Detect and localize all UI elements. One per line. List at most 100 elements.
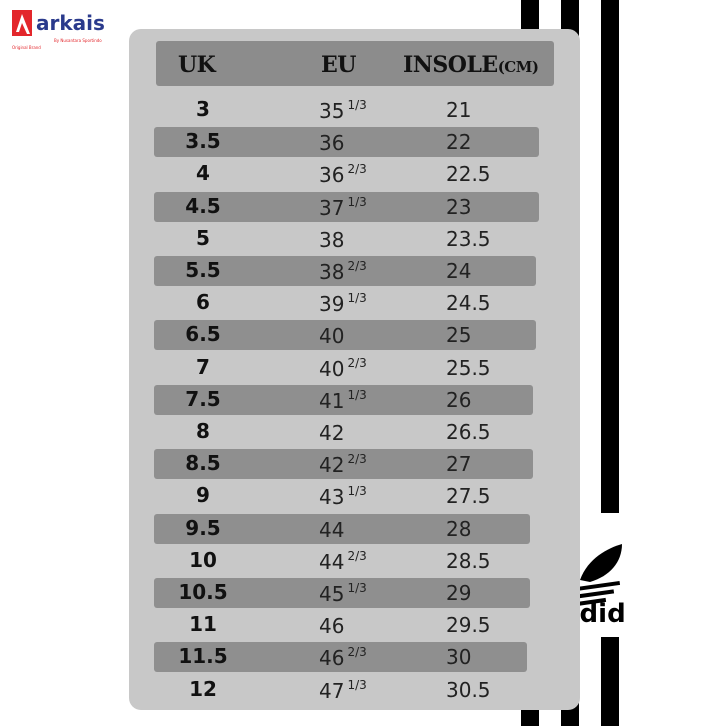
table-row: 4.5 37 1/3 23 — [154, 191, 539, 222]
uk-size: 8 — [196, 419, 210, 443]
size-chart-panel: UK EU INSOLE(CM) 3 35 1/3 21 3.5 36 22 4 36… — [129, 29, 580, 710]
uk-size: 5 — [196, 225, 210, 250]
stripe — [601, 0, 619, 513]
eu-size: 47 1/3 — [319, 677, 367, 703]
insole-length: 29.5 — [446, 613, 491, 638]
insole-length: 30.5 — [446, 677, 491, 702]
eu-fraction: 1/3 — [347, 484, 367, 499]
uk-size: 7.5 — [185, 386, 221, 411]
table-row: 4 36 2/3 22.5 — [154, 159, 539, 189]
eu-size: 40 — [319, 324, 345, 349]
eu-size: 43 1/3 — [319, 484, 367, 510]
uk-size: 6 — [196, 290, 210, 315]
insole-length: 23.5 — [446, 226, 491, 251]
uk-size: 3 — [196, 97, 210, 121]
eu-size: 44 — [319, 517, 345, 542]
insole-length: 24.5 — [446, 291, 491, 316]
insole-length: 25 — [446, 323, 472, 348]
uk-size: 11 — [189, 612, 217, 637]
insole-length: 26.5 — [446, 420, 491, 444]
eu-size: 42 — [319, 421, 345, 445]
eu-fraction: 1/3 — [347, 291, 367, 306]
trefoil-icon — [575, 544, 622, 607]
uk-size: 5.5 — [185, 258, 221, 282]
table-row: 6 39 1/3 24.5 — [154, 288, 536, 318]
uk-size: 11.5 — [178, 644, 228, 669]
uk-size: 4.5 — [185, 193, 221, 218]
uk-size: 8.5 — [185, 451, 221, 476]
insole-length: 25.5 — [446, 355, 491, 380]
eu-fraction: 2/3 — [347, 548, 367, 563]
eu-fraction: 2/3 — [347, 645, 367, 660]
insole-length: 23 — [446, 194, 472, 219]
insole-length: 26 — [446, 387, 472, 412]
eu-size: 42 2/3 — [319, 452, 367, 478]
eu-fraction: 1/3 — [347, 98, 367, 112]
uk-size: 9 — [196, 483, 210, 508]
insole-length: 28 — [446, 516, 472, 541]
eu-size: 35 1/3 — [319, 98, 367, 123]
uk-size: 6.5 — [185, 322, 221, 347]
header-eu: EU — [321, 52, 356, 78]
insole-length: 22.5 — [446, 162, 491, 187]
stripe — [601, 637, 619, 726]
insole-length: 27 — [446, 452, 472, 477]
eu-fraction: 1/3 — [347, 387, 367, 402]
insole-length: 30 — [446, 645, 472, 670]
table-row: 5.5 38 2/3 24 — [154, 256, 536, 286]
uk-size: 10 — [189, 547, 217, 572]
adidas-logo: adidas — [562, 544, 626, 629]
header-uk: UK — [178, 52, 216, 78]
eu-size: 46 — [319, 614, 345, 639]
table-row: 11.5 46 2/3 30 — [154, 642, 527, 673]
table-row: 10 44 2/3 28.5 — [154, 546, 530, 576]
eu-size: 45 1/3 — [319, 581, 367, 606]
eu-size: 41 1/3 — [319, 387, 367, 413]
uk-size: 9.5 — [185, 515, 221, 540]
table-row: 8.5 42 2/3 27 — [154, 449, 533, 480]
table-row: 7.5 41 1/3 26 — [154, 384, 533, 415]
header-insole: INSOLE(CM) — [403, 52, 539, 78]
eu-size: 39 1/3 — [319, 291, 367, 317]
arkais-logo: arkais By Nusantara Sportindo Original B… — [12, 10, 105, 50]
brand-sub: Original Brand — [12, 45, 41, 50]
eu-fraction: 1/3 — [347, 581, 367, 595]
insole-length: 24 — [446, 259, 472, 283]
eu-size: 38 2/3 — [319, 259, 367, 284]
table-row: 10.5 45 1/3 29 — [154, 578, 530, 608]
insole-length: 28.5 — [446, 548, 491, 573]
table-row: 9.5 44 28 — [154, 513, 530, 544]
eu-size: 44 2/3 — [319, 548, 367, 574]
table-row: 12 47 1/3 30.5 — [154, 675, 527, 705]
uk-size: 4 — [196, 161, 210, 186]
brand-tagline: By Nusantara Sportindo — [54, 38, 102, 43]
insole-length: 21 — [446, 98, 472, 122]
eu-fraction: 2/3 — [347, 259, 367, 273]
eu-size: 36 2/3 — [319, 162, 367, 188]
eu-size: 37 1/3 — [319, 194, 367, 220]
insole-length: 22 — [446, 130, 472, 155]
eu-fraction: 2/3 — [347, 452, 367, 467]
table-row: 3.5 36 22 — [154, 127, 539, 158]
uk-size: 10.5 — [178, 580, 228, 604]
insole-length: 27.5 — [446, 484, 491, 509]
uk-size: 3.5 — [185, 129, 221, 154]
table-row: 6.5 40 25 — [154, 320, 536, 351]
uk-size: 12 — [189, 676, 217, 701]
table-row: 9 43 1/3 27.5 — [154, 481, 530, 511]
insole-length: 29 — [446, 581, 472, 605]
table-header: UK EU INSOLE(CM) — [156, 41, 554, 86]
eu-size: 38 — [319, 227, 345, 252]
eu-fraction: 1/3 — [347, 194, 367, 209]
brand-name: arkais — [36, 11, 105, 35]
eu-size: 40 2/3 — [319, 355, 367, 381]
table-row: 11 46 29.5 — [154, 610, 527, 640]
eu-fraction: 1/3 — [347, 677, 367, 692]
table-row: 7 40 2/3 25.5 — [154, 353, 533, 383]
eu-size: 36 — [319, 131, 345, 156]
table-row: 5 38 23.5 — [154, 224, 536, 254]
eu-fraction: 2/3 — [347, 355, 367, 370]
eu-fraction: 2/3 — [347, 162, 367, 177]
eu-size: 46 2/3 — [319, 645, 367, 671]
table-row: 8 42 26.5 — [154, 417, 533, 447]
